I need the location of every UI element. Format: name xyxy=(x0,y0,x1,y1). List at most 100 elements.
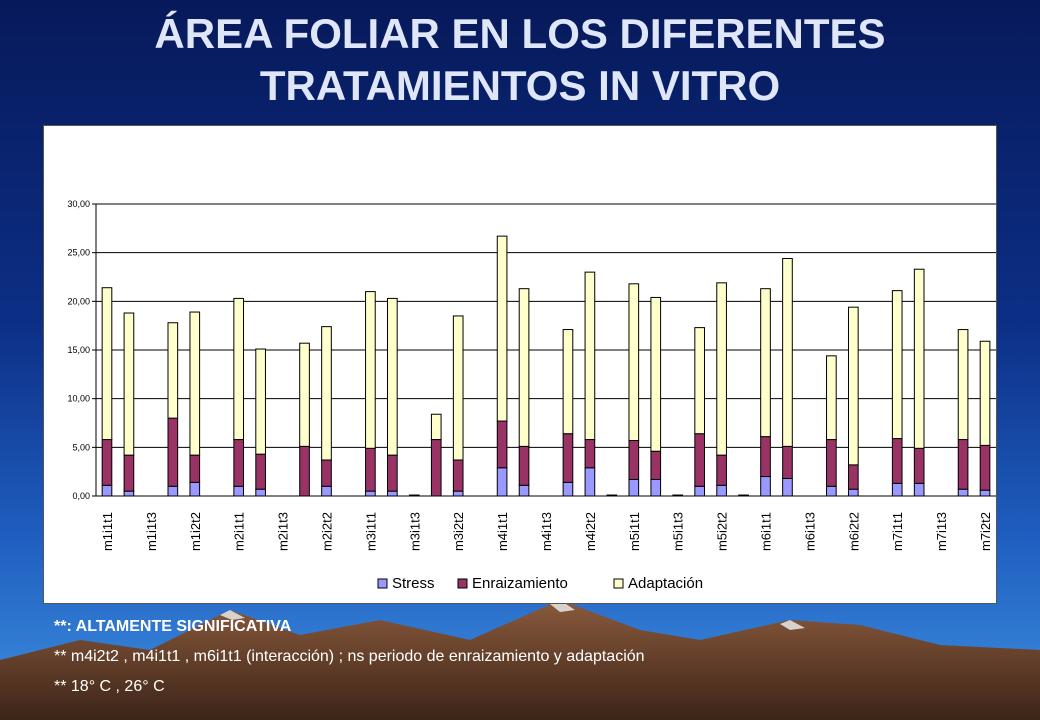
bar-stress xyxy=(628,478,640,497)
bar-enraizamiento xyxy=(496,420,508,469)
x-tick-label: m2i2t2 xyxy=(319,512,334,551)
bar-enraizamiento xyxy=(233,439,245,487)
bar-enraizamiento xyxy=(694,433,705,487)
x-tick-label: m5i1t1 xyxy=(627,512,642,551)
bar-adaptación xyxy=(891,290,903,440)
bar-stress xyxy=(782,477,793,497)
bar-enraizamiento xyxy=(430,439,442,497)
bar-enraizamiento xyxy=(299,445,310,497)
bar-stress xyxy=(101,484,113,497)
bar-stress xyxy=(167,485,179,497)
bar-adaptación xyxy=(957,329,969,441)
y-tick-label: 20,00 xyxy=(67,296,90,306)
x-tick-label: m4i1t1 xyxy=(495,512,510,551)
x-tick-label: m6i1t3 xyxy=(802,512,817,551)
y-tick-label: 5,00 xyxy=(72,442,90,452)
bar-adaptación xyxy=(650,296,662,452)
bar-stress xyxy=(979,489,991,497)
bar-stress xyxy=(123,490,135,497)
x-tick-label: m4i1t3 xyxy=(539,512,554,551)
bar-stress xyxy=(452,490,464,497)
note-significance: **: ALTAMENTE SIGNIFICATIVA xyxy=(54,618,292,635)
bar-stress xyxy=(233,485,245,497)
bar-enraizamiento xyxy=(760,436,771,478)
bar-enraizamiento xyxy=(782,445,793,479)
bar-enraizamiento xyxy=(913,447,925,484)
bar-adaptación xyxy=(913,268,925,449)
y-tick-label: 15,00 xyxy=(67,345,90,355)
bar-adaptación xyxy=(255,348,266,455)
y-tick-label: 30,00 xyxy=(67,199,90,209)
bar-stress xyxy=(847,488,859,497)
bar-stress xyxy=(365,490,376,497)
title-line-1: ÁREA FOLIAR EN LOS DIFERENTES xyxy=(154,10,886,57)
bar-adaptación xyxy=(760,288,771,438)
x-tick-label: m3i1t3 xyxy=(407,512,422,551)
legend-label-enraizamiento: Enraizamiento xyxy=(472,575,568,592)
bar-stress xyxy=(496,467,508,497)
bar-adaptación xyxy=(847,306,859,466)
bar-enraizamiento xyxy=(891,438,903,484)
bar-stress xyxy=(738,494,749,497)
bar-stress xyxy=(584,467,596,497)
bar-enraizamiento xyxy=(562,433,574,483)
note-interaction: ** m4i2t2 , m4i1t1 , m6i1t1 (interacción… xyxy=(54,648,645,665)
bar-enraizamiento xyxy=(101,439,113,486)
bar-enraizamiento xyxy=(847,464,859,490)
x-tick-label: m5i1t3 xyxy=(671,512,686,551)
bar-adaptación xyxy=(123,312,135,456)
x-tick-label: m2i1t3 xyxy=(276,512,291,551)
bar-stress xyxy=(891,482,903,497)
bar-enraizamiento xyxy=(584,439,596,469)
bar-adaptación xyxy=(782,258,793,447)
y-tick-label: 0,00 xyxy=(72,491,90,501)
bar-stress xyxy=(255,488,266,497)
bar-adaptación xyxy=(562,329,574,435)
bar-adaptación xyxy=(430,413,442,441)
bar-adaptación xyxy=(101,287,113,441)
bar-adaptación xyxy=(979,340,991,446)
notes-block: **: ALTAMENTE SIGNIFICATIVA ** m4i2t2 , … xyxy=(54,616,645,706)
note-temperatures: ** 18° C , 26° C xyxy=(54,678,165,695)
bar-stress xyxy=(606,494,618,497)
bar-enraizamiento xyxy=(716,454,727,486)
bar-stress xyxy=(387,490,398,497)
bar-adaptación xyxy=(518,288,530,447)
bar-stress xyxy=(408,494,420,497)
bar-stress xyxy=(672,494,684,497)
bar-stress xyxy=(650,478,662,497)
bar-stress xyxy=(826,485,837,497)
x-tick-label: m6i1t1 xyxy=(759,512,774,551)
bar-enraizamiento xyxy=(628,440,640,480)
bar-enraizamiento xyxy=(321,459,332,487)
bar-enraizamiento xyxy=(826,439,837,487)
bar-adaptación xyxy=(716,282,727,456)
bar-stress xyxy=(694,485,705,497)
bar-stress xyxy=(957,488,969,497)
stacked-bar-chart: 0,00 5,00 10,00 15,00 20,00 25,00 30,00 m1i1t1 m… xyxy=(67,199,996,592)
x-tick-label: m2i1t1 xyxy=(232,512,247,551)
bar-adaptación xyxy=(321,326,332,461)
legend-label-adaptación: Adaptación xyxy=(628,575,703,592)
y-tick-label: 10,00 xyxy=(67,394,90,404)
bar-enraizamiento xyxy=(979,444,991,491)
bar-adaptación xyxy=(826,355,837,441)
chart-area: 0,00 5,00 10,00 15,00 20,00 25,00 30,00 m1i1t1 m… xyxy=(43,125,997,604)
bar-adaptación xyxy=(496,235,508,422)
legend-swatch-enraizamiento xyxy=(457,578,468,589)
bar-enraizamiento xyxy=(123,454,135,492)
legend-label-stress: Stress xyxy=(392,575,435,592)
x-tick-label: m1i1t3 xyxy=(144,512,159,551)
bar-enraizamiento xyxy=(452,459,464,492)
x-tick-label: m3i1t1 xyxy=(363,512,378,551)
bar-enraizamiento xyxy=(387,454,398,492)
x-tick-label: m7i1t1 xyxy=(890,512,905,551)
title-line-2: TRATAMIENTOS IN VITRO xyxy=(259,62,781,109)
bar-adaptación xyxy=(167,322,179,419)
bar-stress xyxy=(562,481,574,497)
x-tick-label: m5i2t2 xyxy=(715,512,730,551)
bar-enraizamiento xyxy=(518,445,530,486)
bar-enraizamiento xyxy=(957,439,969,490)
bar-adaptación xyxy=(189,311,201,456)
